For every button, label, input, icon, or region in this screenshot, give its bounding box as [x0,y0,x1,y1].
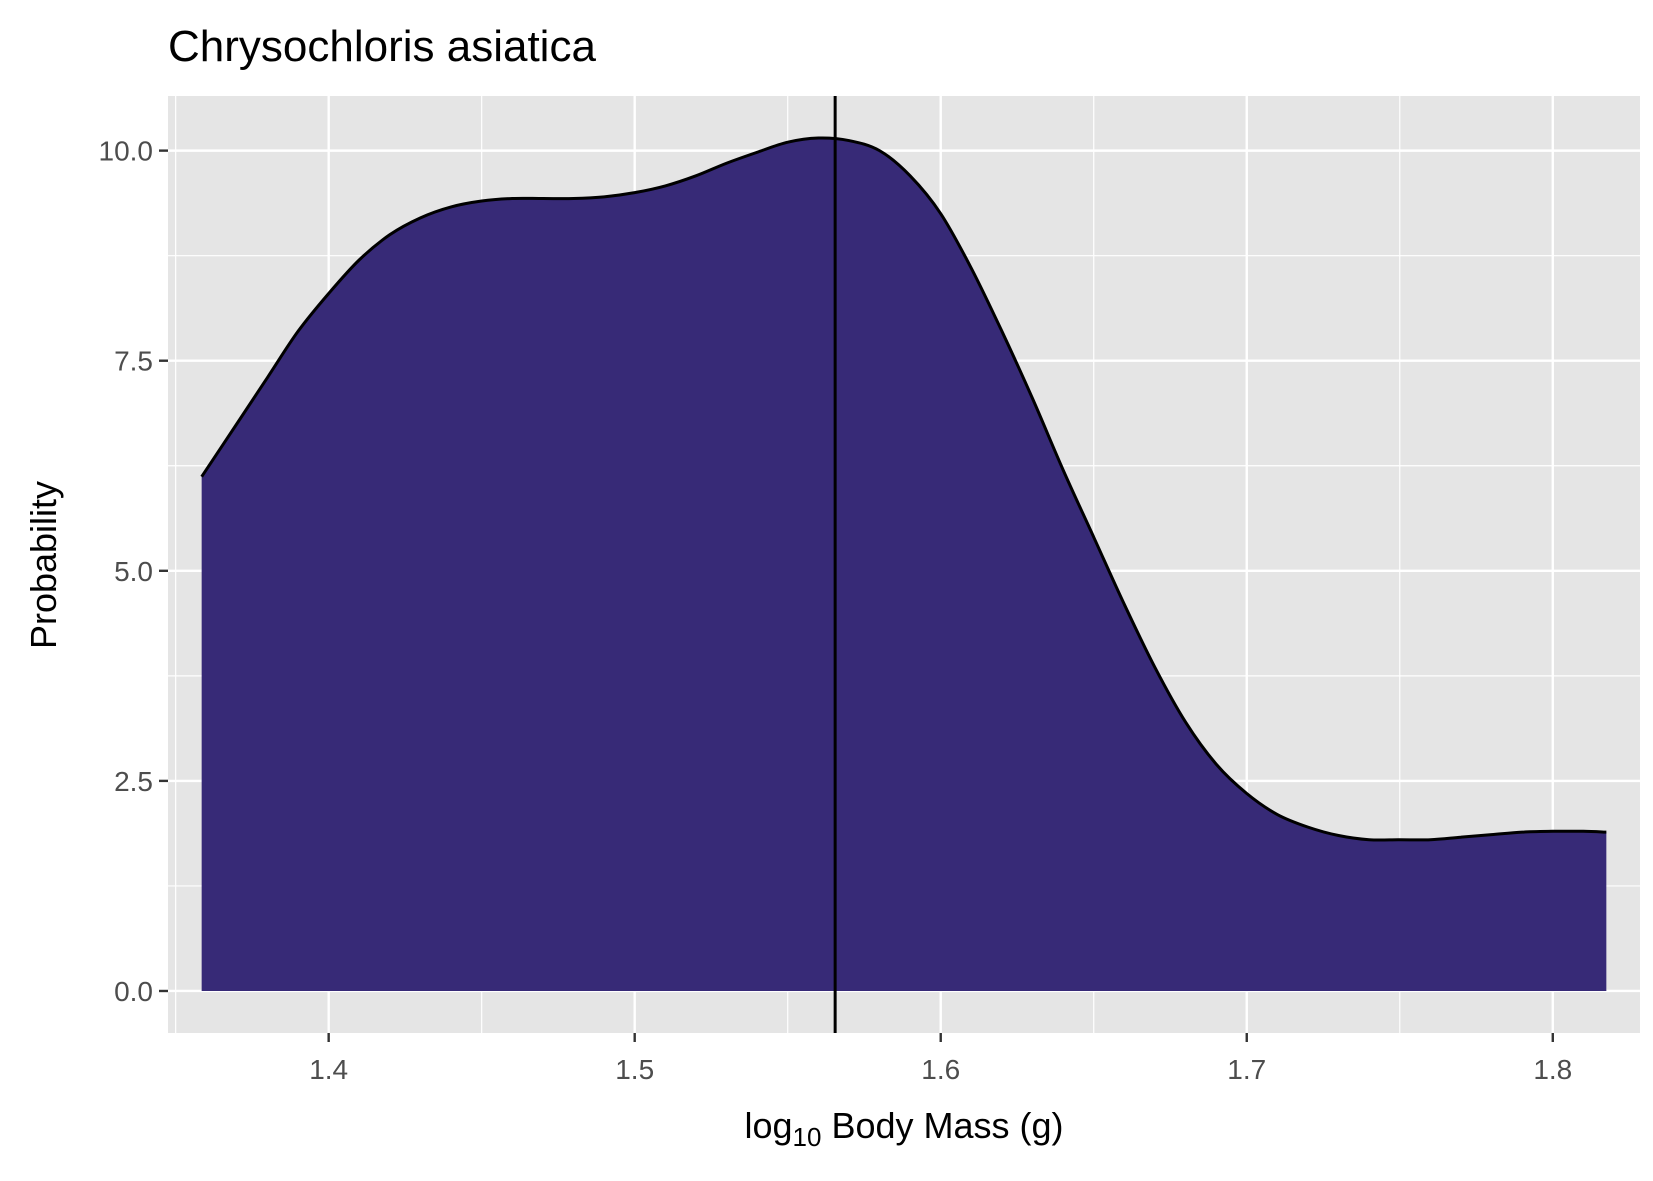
x-axis-title-suffix: Body Mass (g) [821,1105,1063,1146]
y-tick-label: 5.0 [114,556,153,587]
y-tick-label: 0.0 [114,976,153,1007]
series-layer [200,96,1607,1033]
x-tick-label: 1.5 [615,1054,654,1085]
x-tick-label: 1.7 [1227,1054,1266,1085]
chart-title: Chrysochloris asiatica [168,22,596,71]
y-tick-label: 7.5 [114,346,153,377]
x-axis-title: log10 Body Mass (g) [744,1105,1063,1152]
density-curve [200,136,1607,842]
y-tick-label: 10.0 [99,136,154,167]
x-axis-title-prefix: log [744,1105,792,1146]
x-axis-title-subscript: 10 [793,1122,822,1152]
y-axis-title: Probability [23,481,64,649]
y-tick-label: 2.5 [114,766,153,797]
density-area [201,137,1607,991]
x-tick-label: 1.8 [1533,1054,1572,1085]
axis-ticks [159,149,1554,1042]
y-tick-labels: 0.0 2.5 5.0 7.5 10.0 [99,136,154,1007]
x-tick-label: 1.6 [921,1054,960,1085]
x-tick-labels: 1.4 1.5 1.6 1.7 1.8 [309,1054,1572,1085]
x-tick-label: 1.4 [309,1054,348,1085]
